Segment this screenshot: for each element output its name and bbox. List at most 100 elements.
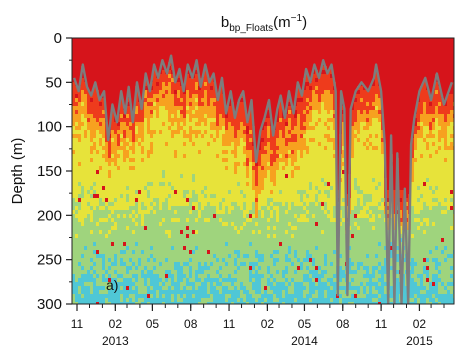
- heatmap-cell: [276, 198, 280, 203]
- heatmap-cell: [135, 274, 139, 279]
- heatmap-cell: [219, 166, 223, 171]
- heatmap-cell: [261, 42, 265, 47]
- heatmap-cell: [93, 226, 97, 231]
- heatmap-cell: [93, 278, 97, 283]
- heatmap-cell: [291, 66, 295, 71]
- heatmap-cell: [234, 134, 238, 139]
- heatmap-cell: [249, 38, 253, 43]
- heatmap-cell: [177, 62, 181, 67]
- heatmap-cell: [162, 218, 166, 223]
- heatmap-cell: [213, 126, 217, 131]
- heatmap-cell: [150, 210, 154, 215]
- heatmap-cell: [210, 58, 214, 63]
- heatmap-cell: [201, 226, 205, 231]
- heatmap-cell: [102, 218, 106, 223]
- heatmap-cell: [192, 130, 196, 135]
- heatmap-cell: [189, 122, 193, 127]
- heatmap-cell: [180, 238, 184, 243]
- heatmap-cell: [222, 70, 226, 75]
- heatmap-cell: [198, 254, 202, 259]
- heatmap-cell: [198, 54, 202, 59]
- heatmap-cell: [135, 294, 139, 299]
- heatmap-cell: [270, 82, 274, 87]
- heatmap-cell: [153, 50, 157, 55]
- heatmap-cell: [87, 138, 91, 143]
- heatmap-cell: [270, 294, 274, 299]
- heatmap-cell: [210, 126, 214, 131]
- heatmap-cell: [267, 230, 271, 235]
- heatmap-cell: [234, 226, 238, 231]
- heatmap-cell: [240, 42, 244, 47]
- heatmap-cell: [291, 238, 295, 243]
- heatmap-cell: [111, 114, 115, 119]
- heatmap-cell: [237, 202, 241, 207]
- heatmap-cell: [156, 234, 160, 239]
- heatmap-cell: [156, 94, 160, 99]
- heatmap-cell: [255, 58, 259, 63]
- heatmap-cell: [201, 98, 205, 103]
- heatmap-cell: [102, 206, 106, 211]
- heatmap-cell: [234, 214, 238, 219]
- heatmap-cell: [141, 142, 145, 147]
- heatmap-cell: [150, 98, 154, 103]
- heatmap-cell: [93, 302, 97, 304]
- heatmap-cell: [204, 154, 208, 159]
- heatmap-cell: [270, 194, 274, 199]
- heatmap-cell: [285, 166, 289, 171]
- heatmap-cell: [291, 74, 295, 79]
- heatmap-cell: [93, 94, 97, 99]
- heatmap-cell: [132, 186, 136, 191]
- heatmap-cell: [171, 130, 175, 135]
- heatmap-cell: [102, 166, 106, 171]
- heatmap-cell: [231, 58, 235, 63]
- heatmap-cell: [108, 58, 112, 63]
- heatmap-cell: [243, 42, 247, 47]
- heatmap-cell: [99, 78, 103, 83]
- heatmap-cell: [150, 54, 154, 59]
- heatmap-cell: [129, 226, 133, 231]
- heatmap-cell: [129, 290, 133, 295]
- heatmap-cell: [132, 98, 136, 103]
- heatmap-cell: [207, 162, 211, 167]
- heatmap-cell: [87, 170, 91, 175]
- heatmap-cell: [174, 190, 178, 195]
- heatmap-cell: [177, 294, 181, 299]
- heatmap-cell: [102, 130, 106, 135]
- heatmap-cell: [261, 274, 265, 279]
- heatmap-cell: [123, 118, 127, 123]
- heatmap-cell: [93, 262, 97, 267]
- heatmap-cell: [261, 146, 265, 151]
- heatmap-cell: [108, 42, 112, 47]
- heatmap-cell: [81, 258, 85, 263]
- heatmap-cell: [204, 114, 208, 119]
- heatmap-cell: [291, 254, 295, 259]
- heatmap-cell: [156, 302, 160, 304]
- heatmap-cell: [231, 274, 235, 279]
- heatmap-cell: [183, 138, 187, 143]
- heatmap-cell: [120, 66, 124, 71]
- heatmap-cell: [141, 62, 145, 67]
- heatmap-cell: [204, 270, 208, 275]
- heatmap-cell: [117, 214, 121, 219]
- heatmap-cell: [255, 222, 259, 227]
- heatmap-cell: [249, 182, 253, 187]
- heatmap-cell: [102, 42, 106, 47]
- heatmap-cell: [231, 74, 235, 79]
- heatmap-cell: [135, 166, 139, 171]
- heatmap-cell: [228, 118, 232, 123]
- heatmap-cell: [222, 106, 226, 111]
- heatmap-cell: [162, 74, 166, 79]
- heatmap-cell: [264, 170, 268, 175]
- heatmap-cell: [120, 134, 124, 139]
- heatmap-cell: [78, 194, 82, 199]
- heatmap-cell: [102, 62, 106, 67]
- heatmap-cell: [120, 210, 124, 215]
- heatmap-cell: [105, 218, 109, 223]
- heatmap-cell: [243, 266, 247, 271]
- heatmap-cell: [234, 286, 238, 291]
- heatmap-cell: [198, 98, 202, 103]
- heatmap-cell: [261, 106, 265, 111]
- heatmap-cell: [135, 130, 139, 135]
- heatmap-cell: [87, 222, 91, 227]
- heatmap-cell: [159, 234, 163, 239]
